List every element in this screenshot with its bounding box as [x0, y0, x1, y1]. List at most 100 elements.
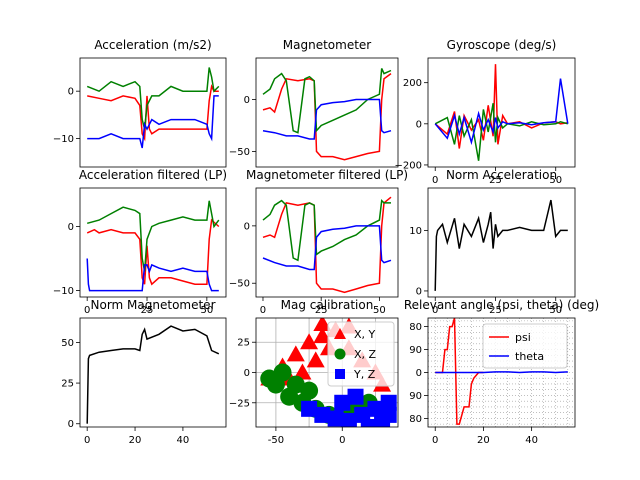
y-tick-label: 80: [409, 322, 422, 333]
y-tick-label: 25: [237, 338, 250, 349]
y-tick-label: 80: [409, 414, 422, 425]
y-tick-label: 90: [409, 345, 422, 356]
series-line-3: [262, 225, 392, 271]
series-line-1: [86, 325, 220, 424]
legend-marker: [334, 348, 346, 360]
scatter-point: [327, 410, 344, 427]
x-tick-label: 0: [339, 435, 345, 446]
scatter-point: [354, 406, 371, 423]
axes-frame: [427, 57, 576, 168]
scatter-point: [380, 406, 397, 423]
legend-label: psi: [515, 331, 531, 344]
chart-title: Acceleration filtered (LP): [79, 168, 227, 182]
scatter-point: [306, 351, 325, 368]
chart-title: Norm Magnetometer: [91, 298, 216, 312]
x-tick-label: 0: [432, 305, 438, 316]
x-tick-label: -50: [268, 435, 284, 446]
x-tick-label: 0: [84, 305, 90, 316]
scatter-point: [340, 412, 357, 427]
legend-label: theta: [515, 350, 544, 363]
x-tick-label: 25: [489, 175, 502, 186]
series-line-1: [434, 199, 568, 291]
series-line-1: [435, 318, 484, 425]
y-tick-label: 50: [61, 338, 74, 349]
subplot-3: 0 25 50 200 0 −200 Gyroscope (deg/s): [395, 38, 576, 186]
series-line-2: [435, 371, 568, 374]
series-line-1: [262, 196, 392, 294]
y-tick-label: −50: [229, 147, 250, 158]
legend-marker: [334, 328, 346, 339]
y-tick-label: −10: [53, 286, 74, 297]
series-line-1: [434, 64, 568, 149]
y-tick-label: 0: [68, 87, 74, 98]
scatter-point: [301, 400, 318, 417]
subplot-6: 0 25 50 0 10 Norm Acceleration: [409, 168, 576, 316]
scatter-point: [300, 381, 319, 400]
x-tick-label: 25: [489, 305, 502, 316]
y-tick-label: 0: [68, 419, 74, 430]
chart-title: Relevant angle (psi, theta) (deg): [404, 298, 599, 312]
x-tick-label: 25: [315, 305, 328, 316]
x-tick-label: 50: [549, 175, 562, 186]
x-tick-label: 0: [84, 435, 90, 446]
scatter-point: [293, 363, 312, 380]
chart-title: Magnetometer: [283, 38, 372, 52]
axes-frame: [79, 317, 227, 428]
y-tick-label: 0: [244, 95, 250, 106]
axes-frame: [79, 57, 227, 168]
series-line-1: [86, 218, 220, 286]
subplot-2: 0 −50 Magnetometer: [229, 38, 399, 168]
series-line-1: [262, 72, 392, 161]
scatter-point: [334, 394, 351, 411]
scatter-point: [367, 400, 384, 417]
subplot-4: 0 25 50 0 −10 Acceleration filtered (LP): [53, 168, 227, 316]
x-tick-label: 25: [141, 305, 154, 316]
x-tick-label: 20: [477, 435, 490, 446]
y-tick-label: −10: [53, 134, 74, 145]
scatter-point: [286, 345, 305, 362]
y-tick-label: 0: [416, 119, 422, 130]
series-line-2: [262, 68, 392, 134]
series-line-2: [262, 198, 391, 262]
chart-title: Gyroscope (deg/s): [447, 38, 557, 52]
axes-frame: [427, 187, 576, 298]
legend-marker: [335, 369, 345, 379]
subplot-5: 0 25 50 0 −50 Magnetometer filtered (LP): [229, 168, 408, 316]
scatter-point: [313, 318, 332, 332]
y-tick-label: 25: [61, 379, 74, 390]
chart-title: Acceleration (m/s2): [94, 38, 211, 52]
axes-frame: [255, 187, 399, 298]
x-tick-label: 40: [177, 435, 190, 446]
y-tick-label: 90: [409, 391, 422, 402]
series-line-3: [87, 95, 219, 149]
axes-frame: [255, 57, 399, 168]
y-tick-label: 0: [416, 286, 422, 297]
chart-title: Magnetometer filtered (LP): [246, 168, 408, 182]
scatter-point: [273, 363, 292, 382]
scatter-point: [380, 394, 397, 411]
scatter-point: [314, 406, 331, 423]
series-line-3: [262, 98, 392, 140]
series-line-3: [434, 78, 569, 146]
chart-title: Norm Acceleration: [446, 168, 557, 182]
x-tick-label: 40: [525, 435, 538, 446]
y-tick-label: −25: [229, 398, 250, 409]
scatter-point: [300, 333, 319, 350]
subplot-8: -50 0 25 0 −25 Mag calibration X, Y X, Z Y, Z: [229, 298, 399, 446]
x-tick-label: 0: [260, 305, 266, 316]
legend-label: X, Y: [354, 328, 376, 341]
y-tick-label: 200: [403, 78, 422, 89]
scatter-point: [347, 388, 364, 405]
scatter-point: [313, 327, 332, 344]
x-tick-label: 50: [200, 305, 213, 316]
x-tick-label: 50: [373, 305, 386, 316]
x-tick-label: 20: [129, 435, 142, 446]
y-tick-label: −200: [395, 160, 422, 171]
series-line-1: [87, 84, 219, 142]
y-tick-label: 10: [409, 226, 422, 237]
series-line-3: [86, 258, 219, 292]
axes-frame: [79, 187, 227, 298]
y-tick-label: 0: [244, 368, 250, 379]
